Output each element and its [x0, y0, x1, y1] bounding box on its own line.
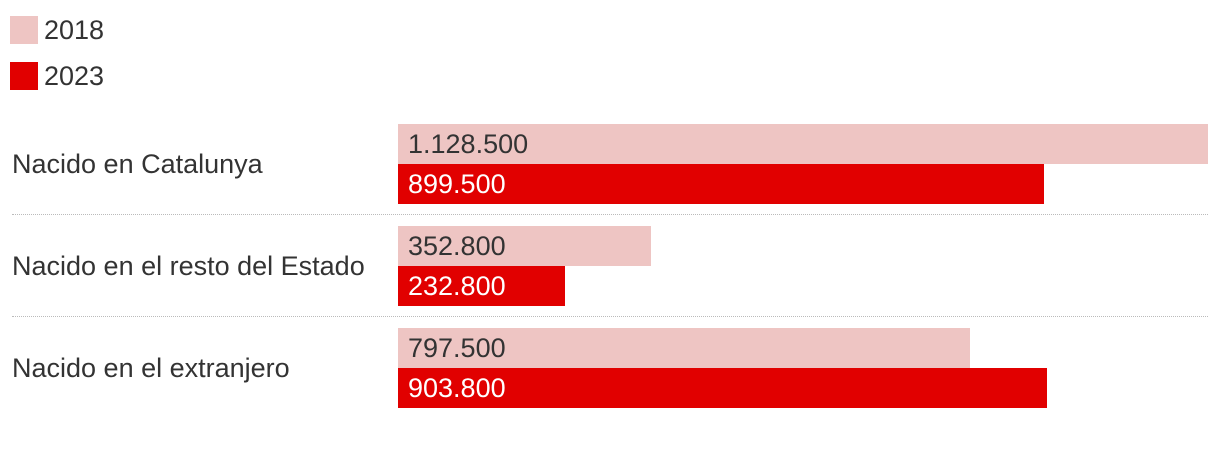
category-label: Nacido en el resto del Estado — [12, 250, 365, 281]
bar-2018: 797.500 — [398, 328, 970, 368]
chart-row: Nacido en el resto del Estado 352.800 232.… — [0, 226, 1220, 317]
bar-2023: 903.800 — [398, 368, 1047, 408]
legend: 2018 2023 — [10, 15, 104, 107]
bar-chart: Nacido en Catalunya 1.128.500 899.500 Nacid… — [0, 124, 1220, 430]
chart-row: Nacido en el extranjero 797.500 903.800 — [0, 328, 1220, 408]
legend-label-2018: 2018 — [44, 14, 105, 45]
data-label: 1.128.500 — [408, 128, 529, 159]
row-divider — [12, 214, 1208, 215]
chart-row: Nacido en Catalunya 1.128.500 899.500 — [0, 124, 1220, 215]
data-label: 899.500 — [408, 168, 506, 199]
legend-swatch-2023 — [10, 62, 38, 90]
legend-label-2023: 2023 — [44, 60, 105, 91]
data-label: 903.800 — [408, 372, 506, 403]
bar-2018: 1.128.500 — [398, 124, 1208, 164]
bar-2023: 232.800 — [398, 266, 565, 306]
row-divider — [12, 316, 1208, 317]
data-label: 797.500 — [408, 332, 506, 363]
data-label: 352.800 — [408, 230, 506, 261]
category-label: Nacido en el extranjero — [12, 352, 290, 383]
legend-item-2018: 2018 — [10, 15, 104, 45]
legend-swatch-2018 — [10, 16, 38, 44]
data-label: 232.800 — [408, 270, 506, 301]
legend-item-2023: 2023 — [10, 61, 104, 91]
bar-2018: 352.800 — [398, 226, 651, 266]
category-label: Nacido en Catalunya — [12, 148, 263, 179]
bar-2023: 899.500 — [398, 164, 1044, 204]
